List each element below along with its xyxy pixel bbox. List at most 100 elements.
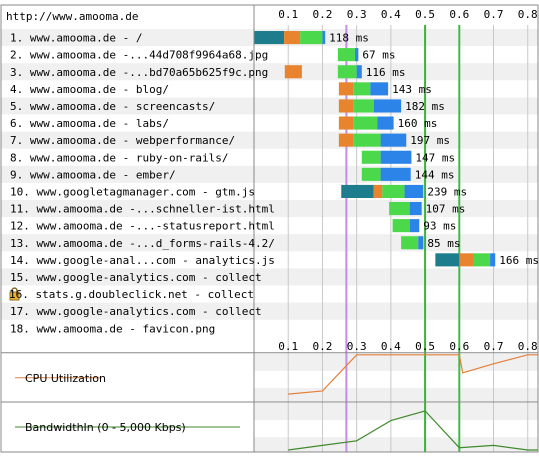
chart-frame [0,4,539,453]
bar-dns [254,31,285,45]
graph-stripe [254,388,538,402]
request-label: 4. www.amooma.de - blog/ [10,83,169,96]
bar-download [354,48,359,62]
bar-connect [284,31,301,45]
request-time-label: 147 ms [415,151,455,164]
request-label: 15. www.google-analytics.com - collect [10,271,262,284]
row-background [1,97,538,115]
request-label: 7. www.amooma.de - webperformance/ [10,134,235,147]
request-time-label: 85 ms [427,237,460,250]
request-label: 17. www.google-analytics.com - collect [10,305,262,318]
row-backgrounds [1,29,538,452]
bar-download [322,31,326,45]
request-bars [254,31,496,267]
request-time-label: 239 ms [427,185,467,198]
bar-ttfb [353,116,378,130]
lock-icon [9,287,20,301]
tick-label-top: 0.1 [278,8,298,21]
request-time-label: 67 ms [362,49,395,62]
bar-download [409,219,420,233]
lock-body [9,291,20,301]
request-label: 16. stats.g.doubleclick.net - collect [9,288,254,301]
bar-download [380,133,407,147]
request-label: 14. www.google-anal...com - analytics.js [10,254,275,267]
request-label: 18. www.amooma.de - favicon.png [10,322,215,335]
tick-label-top: 0.3 [347,8,367,21]
row-background [1,302,538,320]
request-label: 11. www.amooma.de -...schneller-ist.html [10,203,275,216]
bar-ttfb [361,167,381,181]
bandwidth-label: BandwidthIn (0 - 5,000 Kbps) [25,421,186,434]
bar-ttfb [361,150,381,164]
tick-label-bottom: 0.1 [278,340,298,353]
request-label: 12. www.amooma.de -...-statusreport.html [10,220,275,233]
bar-download [377,116,394,130]
bar-download [490,253,496,267]
tick-label-bottom: 0.8 [518,340,538,353]
bar-ttfb [353,82,371,96]
request-time-label: 197 ms [410,134,450,147]
bar-download [380,167,411,181]
tick-label-top: 0.2 [312,8,332,21]
graph-stripe [254,403,538,421]
request-label: 13. www.amooma.de -...d_forms-rails-4.2/ [10,237,275,250]
chart-text: http://www.amooma.de 0.1 0.1 0.2 0.2 0.3 0.3 0… [6,8,539,434]
bar-connect [338,82,354,96]
bar-connect [338,133,354,147]
bar-ttfb [472,253,491,267]
bar-download [409,202,422,216]
outer-border [0,4,539,453]
graph-stripe [254,353,538,371]
request-label: 6. www.amooma.de - labs/ [10,117,169,130]
tick-label-bottom: 0.5 [415,340,435,353]
bar-connect [373,184,383,198]
bar-download [418,236,424,250]
bar-connect [284,65,302,79]
request-time-label: 107 ms [426,203,466,216]
tick-label-top: 0.7 [484,8,504,21]
bar-connect [338,116,354,130]
cpu-label: CPU Utilization [25,372,106,385]
request-label: 10. www.googletagmanager.com - gtm.js [10,185,255,198]
request-time-label: 116 ms [366,66,406,79]
tick-label-bottom: 0.2 [312,340,332,353]
bar-download [370,82,389,96]
request-label: 2. www.amooma.de -...44d708f9964a68.jpg [10,49,268,62]
bandwidth-line [288,410,538,451]
request-time-label: 160 ms [398,117,438,130]
bar-dns [341,184,374,198]
bandwidth-graph [15,410,538,451]
bar-dns [435,253,460,267]
tick-label-top: 0.4 [381,8,401,21]
bar-connect [338,99,354,113]
request-time-label: 182 ms [405,100,445,113]
bar-ttfb [353,99,374,113]
page-url: http://www.amooma.de [6,10,138,23]
bar-ttfb [337,48,355,62]
row-background [1,63,538,81]
request-time-label: 144 ms [415,168,455,181]
bar-download [373,99,402,113]
bar-ttfb [353,133,381,147]
bar-ttfb [300,31,323,45]
request-time-label: 93 ms [423,220,456,233]
request-label: 5. www.amooma.de - screencasts/ [10,100,215,113]
tick-label-bottom: 0.3 [347,340,367,353]
cpu-line [288,354,538,395]
tick-label-bottom: 0.6 [449,340,469,353]
bar-download [404,184,424,198]
request-time-label: 143 ms [392,83,432,96]
bar-ttfb [401,236,419,250]
lock-shackle [11,287,18,293]
cpu-graph [15,354,538,395]
row-background [1,268,538,286]
graph-stripe [254,437,538,452]
bar-ttfb [382,184,405,198]
bar-connect [459,253,473,267]
bar-ttfb [337,65,357,79]
bar-ttfb [389,202,410,216]
request-label: 1. www.amooma.de - / [10,32,142,45]
tick-label-top: 0.6 [449,8,469,21]
request-time-label: 166 ms [499,254,539,267]
